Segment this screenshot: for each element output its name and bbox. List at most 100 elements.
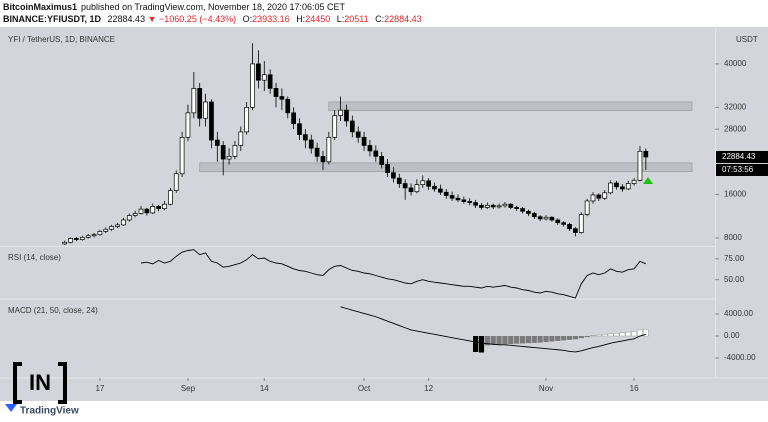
candle-body (91, 234, 97, 237)
y-tick-label: 8000 (724, 233, 742, 242)
y-tick-label: 75.00 (724, 254, 745, 263)
candle-body (414, 184, 420, 193)
histogram-bar (519, 336, 526, 344)
candle-body (85, 235, 91, 238)
histogram-bar (596, 334, 602, 337)
candle-body (578, 214, 584, 233)
histogram-bar (484, 336, 490, 346)
histogram-bar (490, 336, 496, 345)
candle-body (479, 204, 484, 208)
candle-body (385, 164, 390, 174)
candle-body (602, 192, 608, 199)
zone (199, 162, 693, 172)
ohlc-label: H: (296, 14, 306, 24)
histogram-bar (525, 336, 532, 344)
x-tick-label: 14 (260, 384, 269, 393)
candle-body (537, 216, 543, 220)
last-price: 22884.43 (107, 14, 146, 24)
candle-body (496, 205, 502, 208)
candle-body (391, 172, 396, 179)
chart-title: YFI / TetherUS, 1D, BINANCE (8, 35, 115, 44)
candle-body (308, 139, 314, 149)
candle-body (567, 223, 572, 230)
candle-body (109, 226, 115, 230)
candle-body (531, 213, 537, 218)
candle-body (443, 191, 449, 196)
ohlc-label: L: (336, 14, 345, 24)
candle-body (461, 199, 467, 202)
y-tick-label: 16000 (724, 190, 747, 199)
candle-body (349, 120, 355, 133)
rsi-label: RSI (14, close) (8, 253, 61, 262)
candle-body (320, 156, 326, 163)
brand-icon (5, 404, 17, 412)
histogram-bar (555, 336, 561, 341)
chart-background (0, 27, 768, 401)
symbol: BINANCE:YFIUSDT, 1D (3, 14, 102, 24)
candle-body (74, 238, 79, 240)
rsi-line (140, 249, 647, 299)
candle-body (543, 216, 549, 220)
candle-body (432, 185, 437, 190)
candle-body (261, 74, 267, 81)
candle-body (291, 112, 296, 125)
candle-body (62, 241, 68, 245)
countdown: 07:53:56 (722, 165, 754, 174)
brand: TradingView (20, 406, 79, 417)
histogram-bar (590, 335, 596, 337)
publish-line: BitcoinMaximus1 published on TradingView.… (3, 1, 422, 13)
candle-body (379, 156, 385, 165)
histogram-bar (531, 336, 537, 343)
y-tick-label: 28000 (724, 124, 747, 133)
x-tick-label: 17 (95, 384, 104, 393)
histogram-bar (514, 336, 520, 344)
candle-body (520, 208, 525, 212)
candle-body (590, 194, 596, 202)
candle-body (614, 182, 619, 188)
histogram-bar (561, 336, 567, 341)
macd-label: MACD (21, 50, close, 24) (8, 306, 98, 315)
candle-body (332, 115, 338, 138)
histogram-bar (508, 336, 514, 344)
candle-body (484, 204, 490, 208)
histogram-bar (566, 336, 573, 340)
countdown-bg (716, 163, 768, 176)
candle-body (144, 208, 150, 214)
candle-body (408, 187, 414, 193)
candles (62, 43, 649, 245)
candle-body (226, 156, 232, 160)
y-tick-label: 32000 (724, 103, 747, 112)
candle-body (285, 98, 291, 114)
symbol-line: BINANCE:YFIUSDT, 1D 22884.43 ▼ −1060.25 … (3, 13, 422, 25)
candle-body (455, 197, 461, 201)
candle-body (238, 131, 244, 146)
candle-body (267, 74, 273, 89)
candle-body (150, 206, 156, 214)
candle-body (138, 208, 144, 214)
candle-body (197, 88, 203, 119)
candle-body (367, 145, 373, 152)
histogram-bar (578, 336, 584, 339)
candle-body (279, 96, 285, 100)
candle-body (355, 131, 361, 138)
histogram-bar (631, 331, 637, 337)
candle-body (508, 203, 514, 208)
y-tick-label: 0.00 (724, 331, 740, 340)
candle-body (625, 183, 631, 190)
candle-body (132, 213, 138, 216)
signal-arrow (643, 177, 653, 184)
candle-body (297, 123, 302, 135)
candle-body (467, 201, 473, 203)
ohlc-value: 23933.16 (252, 14, 290, 24)
candle-body (344, 109, 349, 122)
x-tick-label: Sep (181, 384, 196, 393)
author: BitcoinMaximus1 (3, 2, 78, 12)
price-label-bg (716, 150, 768, 163)
candle-body (338, 109, 343, 116)
candle-body (549, 216, 555, 221)
histogram-bar (537, 336, 543, 343)
ohlc-label: C: (375, 14, 385, 24)
y-tick-label: 50.00 (724, 275, 745, 284)
